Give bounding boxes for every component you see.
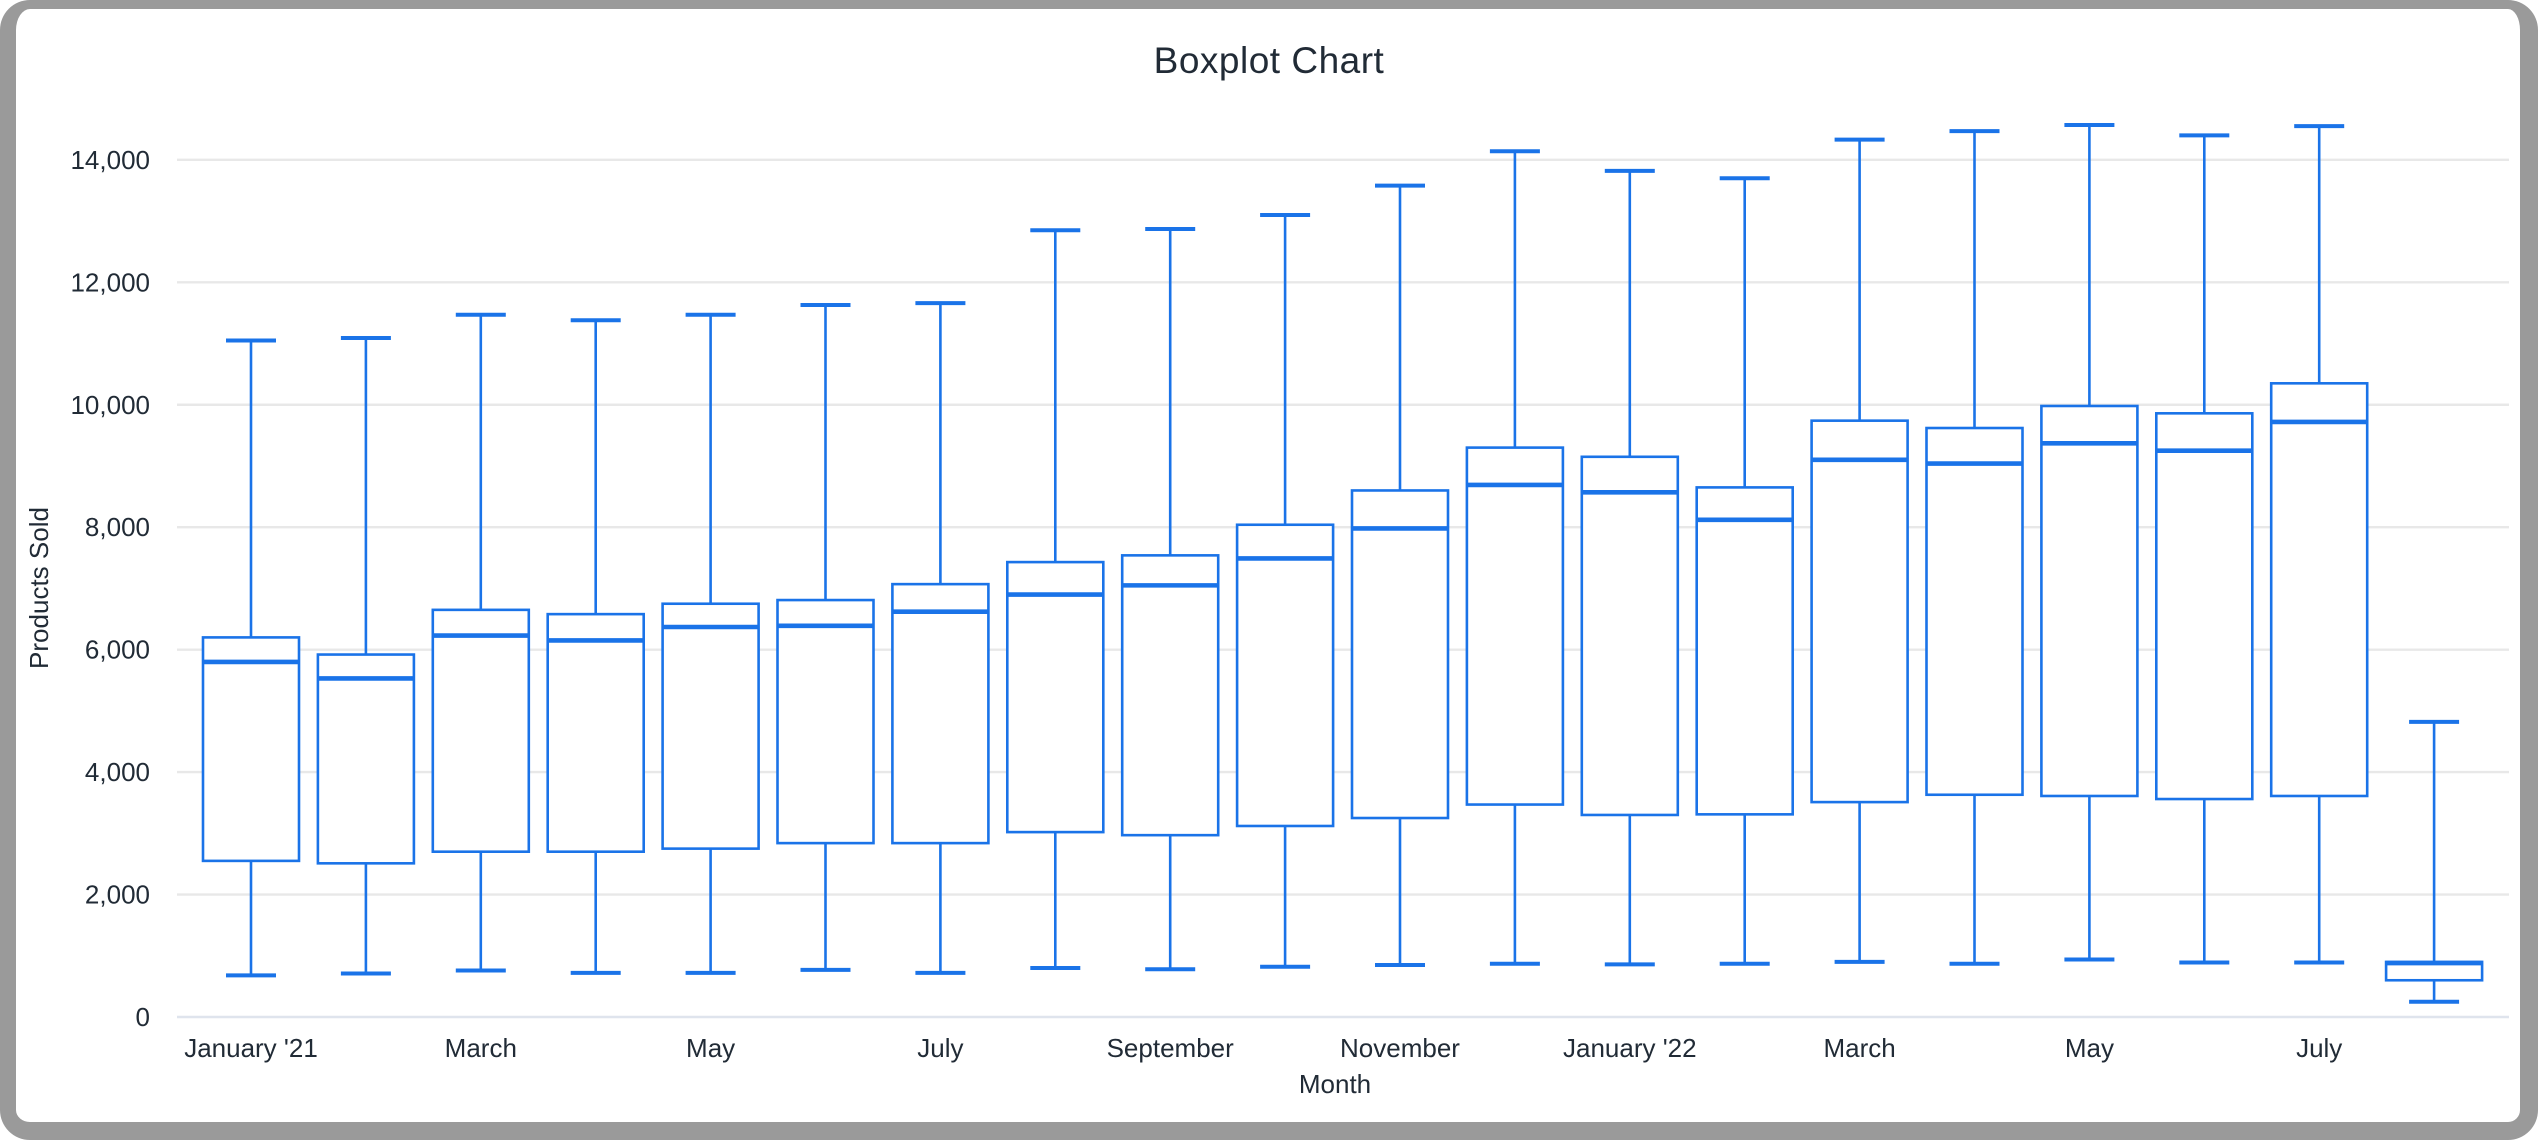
x-tick-label: May: [686, 1033, 735, 1063]
boxplot-may[interactable]: [661, 312, 760, 975]
boxplot-month-12[interactable]: [1465, 149, 1565, 966]
y-tick-label: 12,000: [70, 267, 150, 297]
iqr-box: [2269, 382, 2369, 798]
iqr-box: [546, 612, 646, 853]
boxplot-january-22[interactable]: [1580, 168, 1680, 967]
x-axis-title: Month: [1299, 1069, 1371, 1099]
boxplot-july[interactable]: [2269, 124, 2369, 965]
boxplot-may[interactable]: [2040, 122, 2139, 962]
iqr-box: [1235, 523, 1335, 828]
iqr-box: [2040, 404, 2139, 798]
x-tick-label: March: [1823, 1033, 1895, 1063]
boxplot-month-14[interactable]: [1695, 176, 1794, 966]
iqr-box: [891, 582, 990, 845]
x-tick-label: January '21: [184, 1033, 318, 1063]
x-tick-label: May: [2065, 1033, 2114, 1063]
boxplot-month-6[interactable]: [776, 302, 875, 972]
x-tick-label: January '22: [1563, 1033, 1697, 1063]
x-tick-label: July: [917, 1033, 963, 1063]
boxplot-month-10[interactable]: [1235, 212, 1335, 969]
iqr-box: [201, 636, 301, 863]
iqr-box: [1580, 455, 1680, 817]
boxplot-march[interactable]: [1810, 137, 1909, 964]
boxplot-month-16[interactable]: [1925, 129, 2024, 966]
boxplot-month-8[interactable]: [1005, 228, 1105, 971]
chart-title: Boxplot Chart: [1154, 40, 1385, 81]
boxplot-march[interactable]: [431, 312, 531, 973]
iqr-box: [1810, 419, 1909, 804]
boxplot-month-4[interactable]: [546, 318, 646, 975]
boxplot-month-2[interactable]: [316, 336, 416, 976]
axis-labels-layer: 0 2,000 4,000 6,000 8,000 10,000 12,000 14,000 J…: [70, 145, 2342, 1063]
y-tick-label: 6,000: [85, 635, 150, 665]
y-tick-label: 8,000: [85, 512, 150, 542]
iqr-box: [1120, 554, 1220, 837]
x-tick-label: September: [1107, 1033, 1235, 1063]
iqr-box: [1465, 446, 1565, 806]
iqr-box: [1925, 426, 2024, 797]
y-tick-label: 0: [136, 1002, 150, 1032]
iqr-box: [661, 602, 760, 850]
y-tick-label: 10,000: [70, 390, 150, 420]
iqr-box: [1350, 489, 1450, 820]
iqr-box: [776, 598, 875, 845]
boxplot-july[interactable]: [891, 301, 990, 975]
y-tick-label: 2,000: [85, 880, 150, 910]
iqr-box: [431, 608, 531, 853]
boxplot-month-20[interactable]: [2384, 719, 2484, 1004]
boxplot-series-layer: [201, 122, 2484, 1004]
boxplot-november[interactable]: [1350, 183, 1450, 967]
iqr-box: [1695, 486, 1794, 816]
x-tick-label: July: [2296, 1033, 2342, 1063]
boxplot-month-18[interactable]: [2155, 133, 2254, 965]
y-tick-label: 4,000: [85, 757, 150, 787]
iqr-box: [2155, 412, 2254, 801]
x-tick-label: November: [1340, 1033, 1460, 1063]
boxplot-september[interactable]: [1120, 227, 1220, 972]
iqr-box: [316, 653, 416, 865]
iqr-box: [1005, 560, 1105, 834]
y-tick-label: 14,000: [70, 145, 150, 175]
boxplot-january-21[interactable]: [201, 338, 301, 978]
y-axis-title: Products Sold: [24, 507, 54, 669]
x-tick-label: March: [445, 1033, 517, 1063]
